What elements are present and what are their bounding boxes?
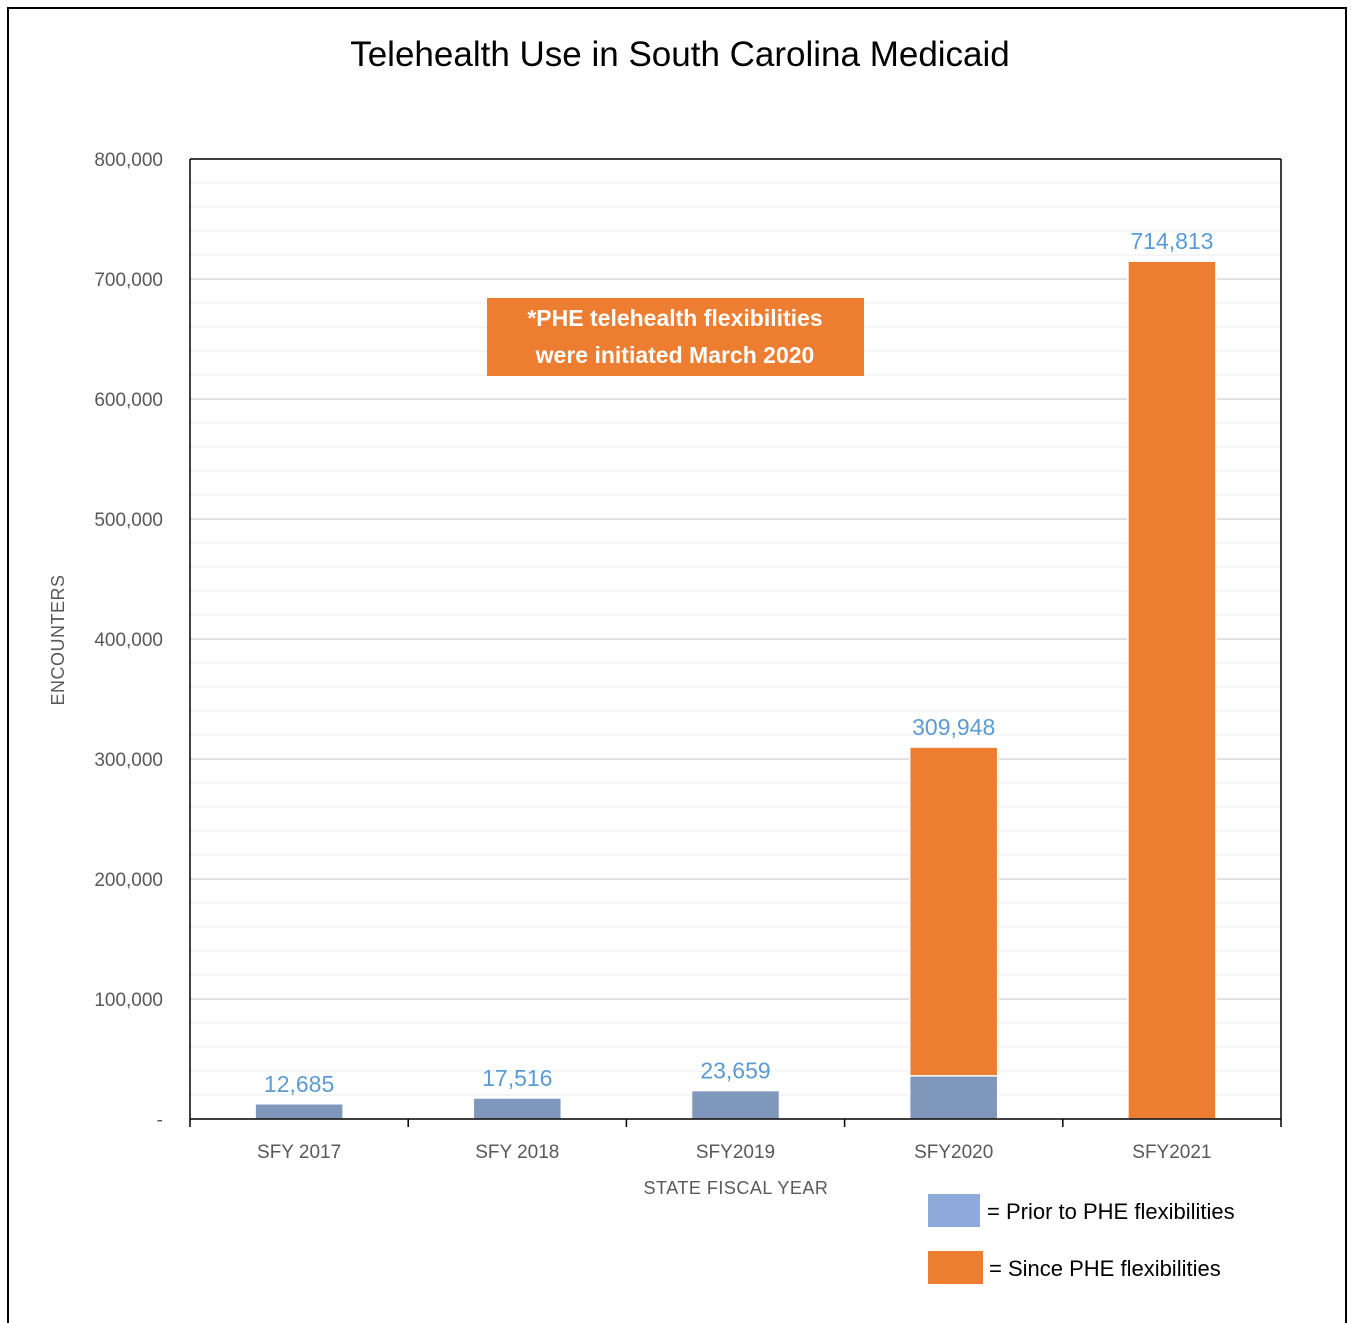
x-tick-label: SFY 2017 <box>257 1142 341 1163</box>
annotation-line-2: were initiated March 2020 <box>535 342 815 368</box>
y-tick-label: 100,000 <box>94 990 163 1011</box>
data-label: 309,948 <box>912 714 995 740</box>
y-tick-label: 400,000 <box>94 630 163 651</box>
axes <box>189 158 1282 1127</box>
legend-label-since: = Since PHE flexibilities <box>989 1256 1221 1281</box>
data-label: 17,516 <box>482 1065 552 1091</box>
annotation-background <box>487 298 864 376</box>
legend-label-prior: = Prior to PHE flexibilities <box>987 1199 1235 1224</box>
bar-prior <box>690 1089 781 1120</box>
y-tick-label: 300,000 <box>94 750 163 771</box>
x-ticks: SFY 2017 SFY 2018 SFY2019 SFY2020 SFY2021 <box>257 1142 1211 1163</box>
data-label: 714,813 <box>1130 228 1213 254</box>
bar-since <box>908 746 999 1077</box>
x-tick-label: SFY 2018 <box>475 1142 559 1163</box>
y-tick-label: 800,000 <box>94 150 163 171</box>
bar-prior <box>908 1075 999 1120</box>
legend: = Prior to PHE flexibilities = Since PHE… <box>928 1194 1235 1284</box>
bar-since <box>1127 260 1217 1120</box>
bars <box>254 260 1217 1120</box>
y-tick-label: 600,000 <box>94 390 163 411</box>
data-label: 23,659 <box>700 1058 770 1084</box>
annotation-line-1: *PHE telehealth flexibilities <box>527 305 822 331</box>
bar-prior <box>254 1103 344 1120</box>
data-labels: 12,685 17,516 23,659 309,948 714,813 <box>264 228 1214 1097</box>
y-tick-label: 200,000 <box>94 870 163 891</box>
y-tick-label: 500,000 <box>94 510 163 531</box>
y-tick-label: - <box>157 1110 163 1131</box>
annotation-box: *PHE telehealth flexibilities were initi… <box>487 298 864 376</box>
chart-frame <box>7 7 1347 1323</box>
x-tick-label: SFY2020 <box>914 1142 993 1163</box>
legend-swatch-prior <box>928 1194 980 1227</box>
y-axis-label: ENCOUNTERS <box>48 574 68 705</box>
legend-swatch-since <box>928 1251 983 1284</box>
x-tick-label: SFY2021 <box>1132 1142 1211 1163</box>
bar-prior <box>472 1097 563 1120</box>
chart-title: Telehealth Use in South Carolina Medicai… <box>350 35 1010 74</box>
x-axis-label: STATE FISCAL YEAR <box>644 1178 829 1198</box>
grid <box>190 182 1281 1096</box>
data-label: 12,685 <box>264 1071 334 1097</box>
y-ticks: - 100,000 200,000 300,000 400,000 500,000 600,… <box>94 150 163 1131</box>
x-tick-label: SFY2019 <box>696 1142 775 1163</box>
y-tick-label: 700,000 <box>94 270 163 291</box>
